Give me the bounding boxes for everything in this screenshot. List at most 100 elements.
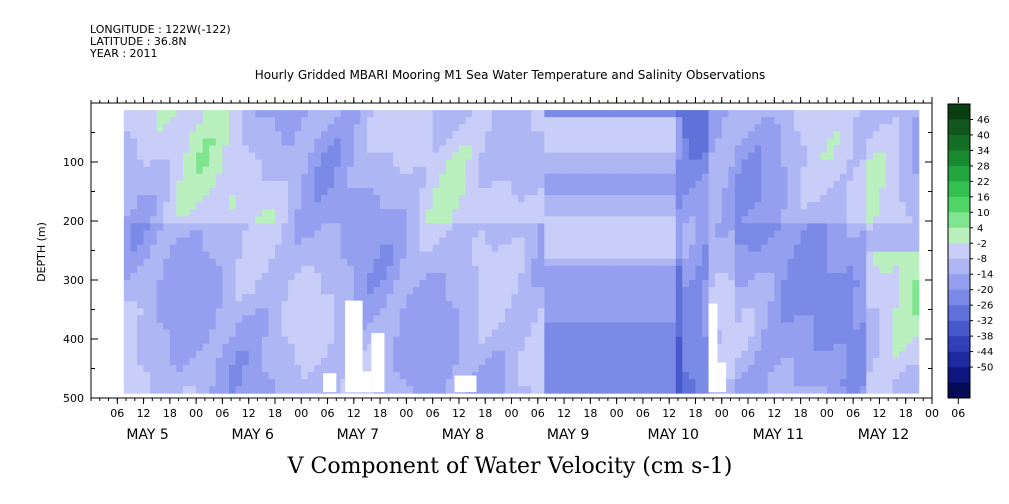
heatmap-cell — [268, 145, 276, 153]
heatmap-cell — [682, 138, 690, 146]
heatmap-cell — [228, 329, 236, 338]
heatmap-cell — [399, 117, 407, 125]
heatmap-cell — [386, 336, 394, 345]
heatmap-cell — [143, 138, 151, 146]
heatmap-cell — [399, 287, 407, 295]
heatmap-cell — [498, 329, 506, 338]
heatmap-cell — [373, 195, 381, 203]
heatmap-cell — [261, 202, 269, 210]
heatmap-cell — [150, 216, 158, 224]
heatmap-cell — [728, 386, 736, 394]
heatmap-cell — [406, 187, 414, 196]
heatmap-cell — [320, 209, 328, 217]
heatmap-cell — [623, 357, 631, 366]
heatmap-cell — [695, 258, 703, 267]
heatmap-cell — [268, 294, 276, 302]
heatmap-cell — [176, 230, 184, 238]
heatmap-cell — [583, 272, 591, 281]
heatmap-cell — [708, 145, 716, 153]
heatmap-cell — [629, 110, 637, 118]
heatmap-cell — [123, 180, 131, 189]
heatmap-cell — [590, 237, 598, 245]
heatmap-cell — [596, 301, 604, 309]
heatmap-cell — [872, 195, 880, 203]
heatmap-cell — [590, 322, 598, 330]
heatmap-cell — [314, 294, 322, 302]
heatmap-cell — [136, 357, 144, 366]
heatmap-cell — [590, 287, 598, 295]
heatmap-cell — [537, 364, 545, 373]
heatmap-cell — [682, 336, 690, 345]
heatmap-cell — [636, 272, 644, 281]
heatmap-cell — [557, 187, 565, 196]
heatmap-cell — [478, 110, 486, 118]
heatmap-cell — [182, 110, 190, 118]
heatmap-cell — [366, 350, 374, 359]
heatmap-cell — [550, 379, 558, 387]
heatmap-cell — [143, 258, 151, 267]
heatmap-cell — [767, 145, 775, 153]
heatmap-cell — [235, 180, 243, 189]
heatmap-cell — [721, 322, 729, 330]
heatmap-cell — [596, 187, 604, 196]
heatmap-cell — [682, 265, 690, 274]
heatmap-cell — [813, 173, 821, 182]
heatmap-cell — [373, 294, 381, 302]
heatmap-cell — [570, 251, 578, 260]
heatmap-cell — [445, 138, 453, 146]
heatmap-cell — [794, 336, 801, 345]
heatmap-cell — [662, 251, 670, 260]
heatmap-cell — [504, 117, 512, 125]
heatmap-cell — [478, 180, 486, 189]
heatmap-cell — [642, 315, 650, 323]
heatmap-cell — [222, 294, 230, 302]
heatmap-cell — [261, 152, 269, 161]
heatmap-cell — [734, 364, 742, 373]
heatmap-cell — [518, 244, 526, 253]
heatmap-cell — [702, 350, 710, 359]
heatmap-cell — [550, 195, 558, 203]
heatmap-cell — [215, 124, 223, 132]
heatmap-cell — [656, 329, 664, 338]
heatmap-cell — [912, 364, 920, 373]
heatmap-cell — [846, 138, 854, 146]
heatmap-cell — [767, 280, 775, 288]
heatmap-cell — [636, 223, 644, 231]
heatmap-cell — [136, 237, 144, 245]
heatmap-cell — [412, 187, 420, 196]
heatmap-cell — [169, 145, 177, 153]
heatmap-cell — [813, 110, 821, 118]
data-gap — [717, 362, 727, 393]
heatmap-cell — [380, 223, 388, 231]
heatmap-cell — [550, 209, 558, 217]
heatmap-cell — [741, 272, 749, 281]
heatmap-cell — [774, 364, 782, 373]
heatmap-cell — [307, 372, 315, 380]
heatmap-cell — [143, 265, 151, 274]
heatmap-cell — [169, 379, 177, 387]
heatmap-cell — [242, 329, 250, 338]
heatmap-cell — [537, 173, 545, 182]
heatmap-cell — [320, 110, 328, 118]
heatmap-cell — [445, 343, 453, 352]
heatmap-cell — [577, 343, 585, 352]
heatmap-cell — [800, 166, 808, 175]
heatmap-cell — [380, 138, 388, 146]
heatmap-cell — [248, 287, 256, 295]
heatmap-cell — [531, 187, 539, 196]
heatmap-cell — [163, 117, 171, 125]
heatmap-cell — [314, 230, 322, 238]
heatmap-cell — [754, 216, 762, 224]
heatmap-cell — [872, 223, 880, 231]
heatmap-cell — [472, 230, 480, 238]
heatmap-cell — [537, 202, 545, 210]
heatmap-cell — [452, 187, 460, 196]
heatmap-cell — [544, 272, 552, 281]
heatmap-cell — [531, 272, 539, 281]
heatmap-cell — [485, 244, 493, 253]
heatmap-cell — [531, 152, 539, 161]
heatmap-cell — [281, 364, 289, 373]
heatmap-cell — [794, 357, 801, 366]
heatmap-cell — [859, 145, 867, 153]
heatmap-cell — [314, 166, 322, 175]
